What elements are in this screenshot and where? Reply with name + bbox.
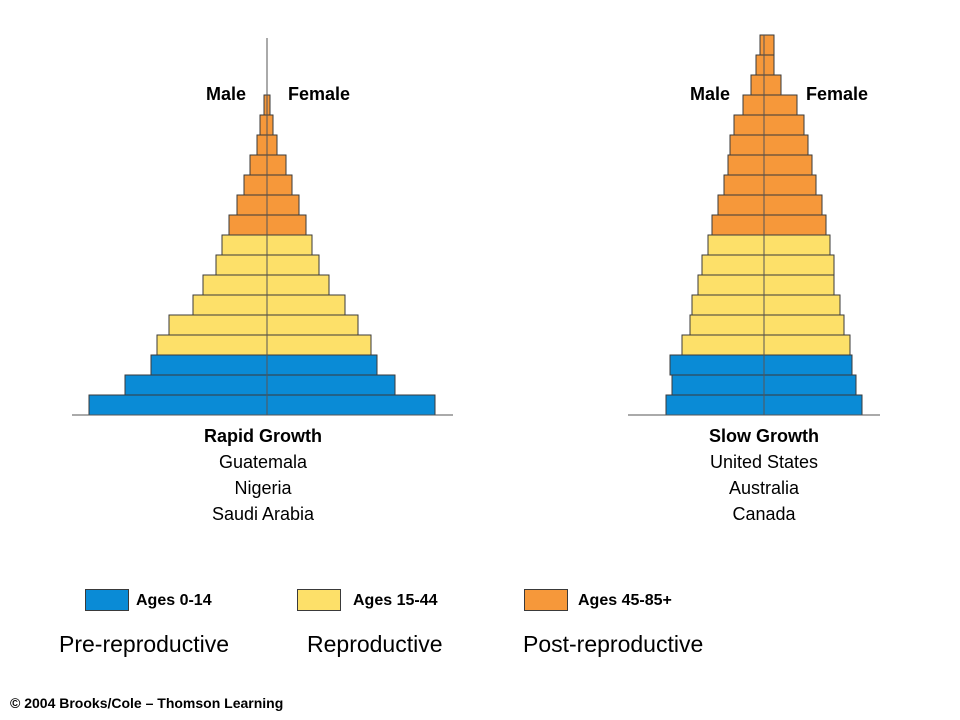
slow-female-bar-1 — [763, 374, 857, 396]
legend-swatch-ages-0-14 — [85, 589, 129, 611]
rapid-male-bar-13 — [256, 134, 268, 156]
rapid-female-label: Female — [288, 84, 350, 104]
legend-swatch-ages-45-85 — [524, 589, 568, 611]
rapid-male-bar-4 — [168, 314, 268, 336]
slow-male-bar-12 — [727, 154, 765, 176]
slow-female-label: Female — [806, 84, 868, 104]
rapid-male-bar-9 — [228, 214, 268, 236]
rapid-male-label: Male — [206, 84, 246, 104]
rapid-male-bar-12 — [249, 154, 268, 176]
rapid-male-bar-8 — [221, 234, 268, 256]
rapid-female-bar-14 — [266, 114, 274, 136]
rapid-male-bar-10 — [236, 194, 268, 216]
slow-female-bar-9 — [763, 214, 827, 236]
slow-growth-pyramid — [628, 34, 880, 416]
rapid-country-2: Nigeria — [234, 478, 292, 498]
rapid-male-bar-6 — [202, 274, 268, 296]
rapid-male-bar-2 — [150, 354, 268, 376]
slow-female-bar-3 — [763, 334, 851, 356]
rapid-male-bar-7 — [215, 254, 268, 276]
rapid-female-bar-12 — [266, 154, 287, 176]
slow-country-3: Canada — [732, 504, 796, 524]
slow-female-bar-2 — [763, 354, 853, 376]
slow-female-bar-7 — [763, 254, 835, 276]
slow-female-bar-17 — [763, 54, 775, 76]
slow-female-bar-18 — [763, 34, 775, 56]
slow-male-bar-0 — [665, 394, 765, 416]
slow-female-bar-14 — [763, 114, 805, 136]
slow-growth-title: Slow Growth — [709, 426, 819, 446]
rapid-country-1: Guatemala — [218, 452, 308, 472]
legend-label-ages-0-14: Ages 0-14 — [136, 592, 212, 609]
rapid-female-bar-4 — [266, 314, 359, 336]
slow-male-label: Male — [690, 84, 730, 104]
rapid-female-bar-5 — [266, 294, 346, 316]
copyright-notice: © 2004 Brooks/Cole – Thomson Learning — [10, 695, 284, 711]
rapid-female-bar-1 — [266, 374, 396, 396]
rapid-female-bar-7 — [266, 254, 320, 276]
slow-female-bar-16 — [763, 74, 782, 96]
slow-male-bar-7 — [701, 254, 765, 276]
rapid-male-bar-5 — [192, 294, 268, 316]
slow-male-bar-1 — [671, 374, 765, 396]
slow-male-bar-14 — [733, 114, 765, 136]
legend-label-ages-45-85: Ages 45-85+ — [578, 592, 672, 609]
rapid-male-bar-3 — [156, 334, 268, 356]
rapid-male-bar-11 — [243, 174, 268, 196]
rapid-male-bar-0 — [88, 394, 268, 416]
rapid-female-bar-13 — [266, 134, 278, 156]
rapid-growth-caption: Rapid Growth Guatemala Nigeria Saudi Ara… — [133, 424, 393, 527]
rapid-growth-pyramid — [72, 38, 453, 416]
rapid-female-bar-6 — [266, 274, 330, 296]
slow-male-bar-4 — [689, 314, 765, 336]
slow-female-bar-4 — [763, 314, 845, 336]
rapid-country-3: Saudi Arabia — [211, 504, 315, 524]
rapid-female-bar-11 — [266, 174, 293, 196]
slow-male-bar-5 — [691, 294, 765, 316]
slow-male-bar-13 — [729, 134, 765, 156]
slow-male-bar-17 — [755, 54, 765, 76]
legend-label-ages-15-44: Ages 15-44 — [353, 592, 438, 609]
slow-growth-caption: Slow Growth United States Australia Cana… — [634, 424, 894, 527]
rapid-female-bar-10 — [266, 194, 300, 216]
legend-swatch-ages-15-44 — [297, 589, 341, 611]
slow-male-bar-18 — [759, 34, 765, 56]
rapid-female-bar-2 — [266, 354, 378, 376]
slow-female-bar-11 — [763, 174, 817, 196]
slow-male-bar-11 — [723, 174, 765, 196]
rapid-female-bar-9 — [266, 214, 307, 236]
slow-female-bar-13 — [763, 134, 809, 156]
stage-label-post-reproductive: Post-reproductive — [523, 631, 704, 657]
slow-male-bar-9 — [711, 214, 765, 236]
slow-country-1: United States — [709, 452, 819, 472]
stage-label-reproductive: Reproductive — [307, 631, 443, 657]
slow-male-bar-15 — [742, 94, 765, 116]
slow-female-bar-0 — [763, 394, 863, 416]
rapid-male-bar-14 — [259, 114, 268, 136]
rapid-female-bar-8 — [266, 234, 313, 256]
slow-male-bar-8 — [707, 234, 765, 256]
slow-female-bar-15 — [763, 94, 798, 116]
slow-female-bar-10 — [763, 194, 823, 216]
slow-male-bar-10 — [717, 194, 765, 216]
slow-male-bar-16 — [750, 74, 765, 96]
slow-male-bar-2 — [669, 354, 765, 376]
rapid-female-bar-3 — [266, 334, 372, 356]
slow-female-bar-5 — [763, 294, 841, 316]
stage-label-pre-reproductive: Pre-reproductive — [59, 631, 230, 657]
slow-female-bar-6 — [763, 274, 835, 296]
rapid-female-bar-0 — [266, 394, 436, 416]
slow-female-bar-8 — [763, 234, 831, 256]
slow-female-bar-12 — [763, 154, 813, 176]
slow-male-bar-3 — [681, 334, 765, 356]
slow-country-2: Australia — [728, 478, 800, 498]
rapid-growth-title: Rapid Growth — [204, 426, 322, 446]
rapid-male-bar-1 — [124, 374, 268, 396]
slow-male-bar-6 — [697, 274, 765, 296]
